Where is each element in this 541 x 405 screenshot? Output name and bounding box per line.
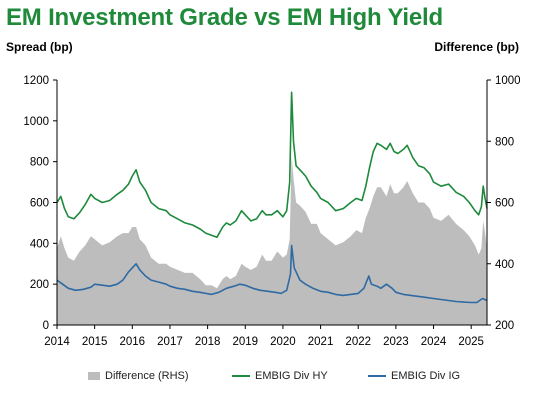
right-y-tick-label: 1000 (495, 75, 521, 87)
left-y-tick-label: 1000 (23, 116, 49, 128)
x-tick-label: 2018 (195, 336, 221, 348)
legend: Difference (RHS) EMBIG Div HY EMBIG Div … (0, 370, 541, 390)
x-tick-label: 2023 (383, 336, 409, 348)
x-tick-label: 2019 (232, 336, 258, 348)
x-tick-label: 2021 (308, 336, 334, 348)
x-tick-label: 2017 (157, 336, 183, 348)
legend-item-hy: EMBIG Div HY (232, 370, 328, 382)
x-tick-label: 2015 (82, 336, 108, 348)
right-y-tick-label: 600 (495, 198, 514, 210)
x-tick-label: 2014 (44, 336, 70, 348)
chart-title: EM Investment Grade vs EM High Yield (6, 4, 443, 31)
x-tick-label: 2016 (120, 336, 146, 348)
x-tick-label: 2025 (458, 336, 484, 348)
left-y-tick-label: 0 (43, 320, 49, 332)
legend-swatch-ig (368, 375, 386, 377)
ig-series-line (56, 244, 488, 304)
right-axis-label: Difference (bp) (434, 40, 519, 54)
left-y-tick-label: 600 (30, 198, 49, 210)
difference-area (57, 156, 487, 325)
left-y-tick-label: 800 (30, 157, 49, 169)
legend-label-hy: EMBIG Div HY (255, 370, 328, 382)
left-axis-label: Spread (bp) (6, 40, 73, 54)
legend-item-difference: Difference (RHS) (88, 370, 189, 382)
right-y-tick-label: 800 (495, 136, 514, 148)
x-tick-label: 2024 (421, 336, 447, 348)
legend-swatch-hy (232, 375, 250, 377)
legend-label-difference: Difference (RHS) (105, 370, 189, 382)
right-y-tick-label: 200 (495, 320, 514, 332)
x-tick-label: 2022 (345, 336, 371, 348)
legend-item-ig: EMBIG Div IG (368, 370, 460, 382)
left-y-tick-label: 400 (30, 238, 49, 250)
x-tick-label: 2020 (270, 336, 296, 348)
hy-series-line (56, 91, 488, 238)
legend-swatch-difference (88, 372, 100, 380)
right-y-tick-label: 400 (495, 259, 514, 271)
legend-label-ig: EMBIG Div IG (391, 370, 461, 382)
series-lines-group (56, 91, 488, 304)
difference-area-group (57, 156, 487, 325)
ticks-group: 0 200 400 600 800 1000 1200 200 400 600 800 1000 201… (23, 75, 520, 348)
left-y-tick-label: 1200 (23, 75, 49, 87)
left-y-tick-label: 200 (30, 279, 49, 291)
